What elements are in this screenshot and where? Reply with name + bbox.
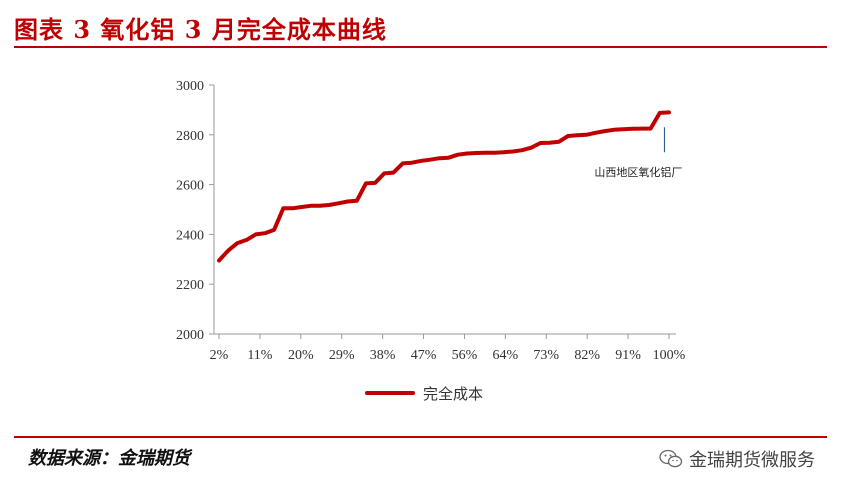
x-axis-ticks: 2% 11% 20% 29% 38% 47% 56% 64% 73% 82% 91% 100% [210,334,686,363]
y-tick-label: 2600 [176,179,204,194]
y-tick-label: 2200 [176,278,204,293]
annotation-group: 山西地区氧化铝厂 [594,127,682,179]
y-tick-label: 3000 [176,79,204,94]
data-source: 数据来源：金瑞期货 [28,448,190,469]
x-tick-label: 11% [247,348,272,363]
x-tick-label: 29% [329,348,355,363]
series-line-0 [217,110,671,263]
chart-title: 图表 3 氧化铝 3 月完全成本曲线 [14,15,387,44]
x-tick-label: 91% [615,348,641,363]
bottom-divider [14,436,827,438]
x-tick-label: 73% [533,348,559,363]
x-tick-label: 82% [574,348,600,363]
watermark-text: 金瑞期货微服务 [689,450,815,471]
y-tick-label: 2400 [176,228,204,243]
x-tick-label: 64% [493,348,519,363]
x-tick-label: 38% [370,348,396,363]
series-group [217,110,671,263]
x-tick-label: 20% [288,348,314,363]
legend: 完全成本 [365,385,483,403]
x-tick-label: 2% [210,348,229,363]
wechat-icon [659,449,683,468]
legend-label: 完全成本 [423,385,483,403]
y-tick-label: 2800 [176,129,204,144]
x-tick-label: 47% [411,348,437,363]
y-tick-label: 2000 [176,328,204,343]
x-tick-label: 100% [653,348,686,363]
top-divider [14,46,827,48]
x-tick-label: 56% [452,348,478,363]
chart-axes [213,85,676,335]
annotation-label: 山西地区氧化铝厂 [594,165,682,179]
watermark: 金瑞期货微服务 [659,446,815,472]
y-axis-ticks: 2000 2200 2400 2600 2800 3000 [176,79,214,343]
